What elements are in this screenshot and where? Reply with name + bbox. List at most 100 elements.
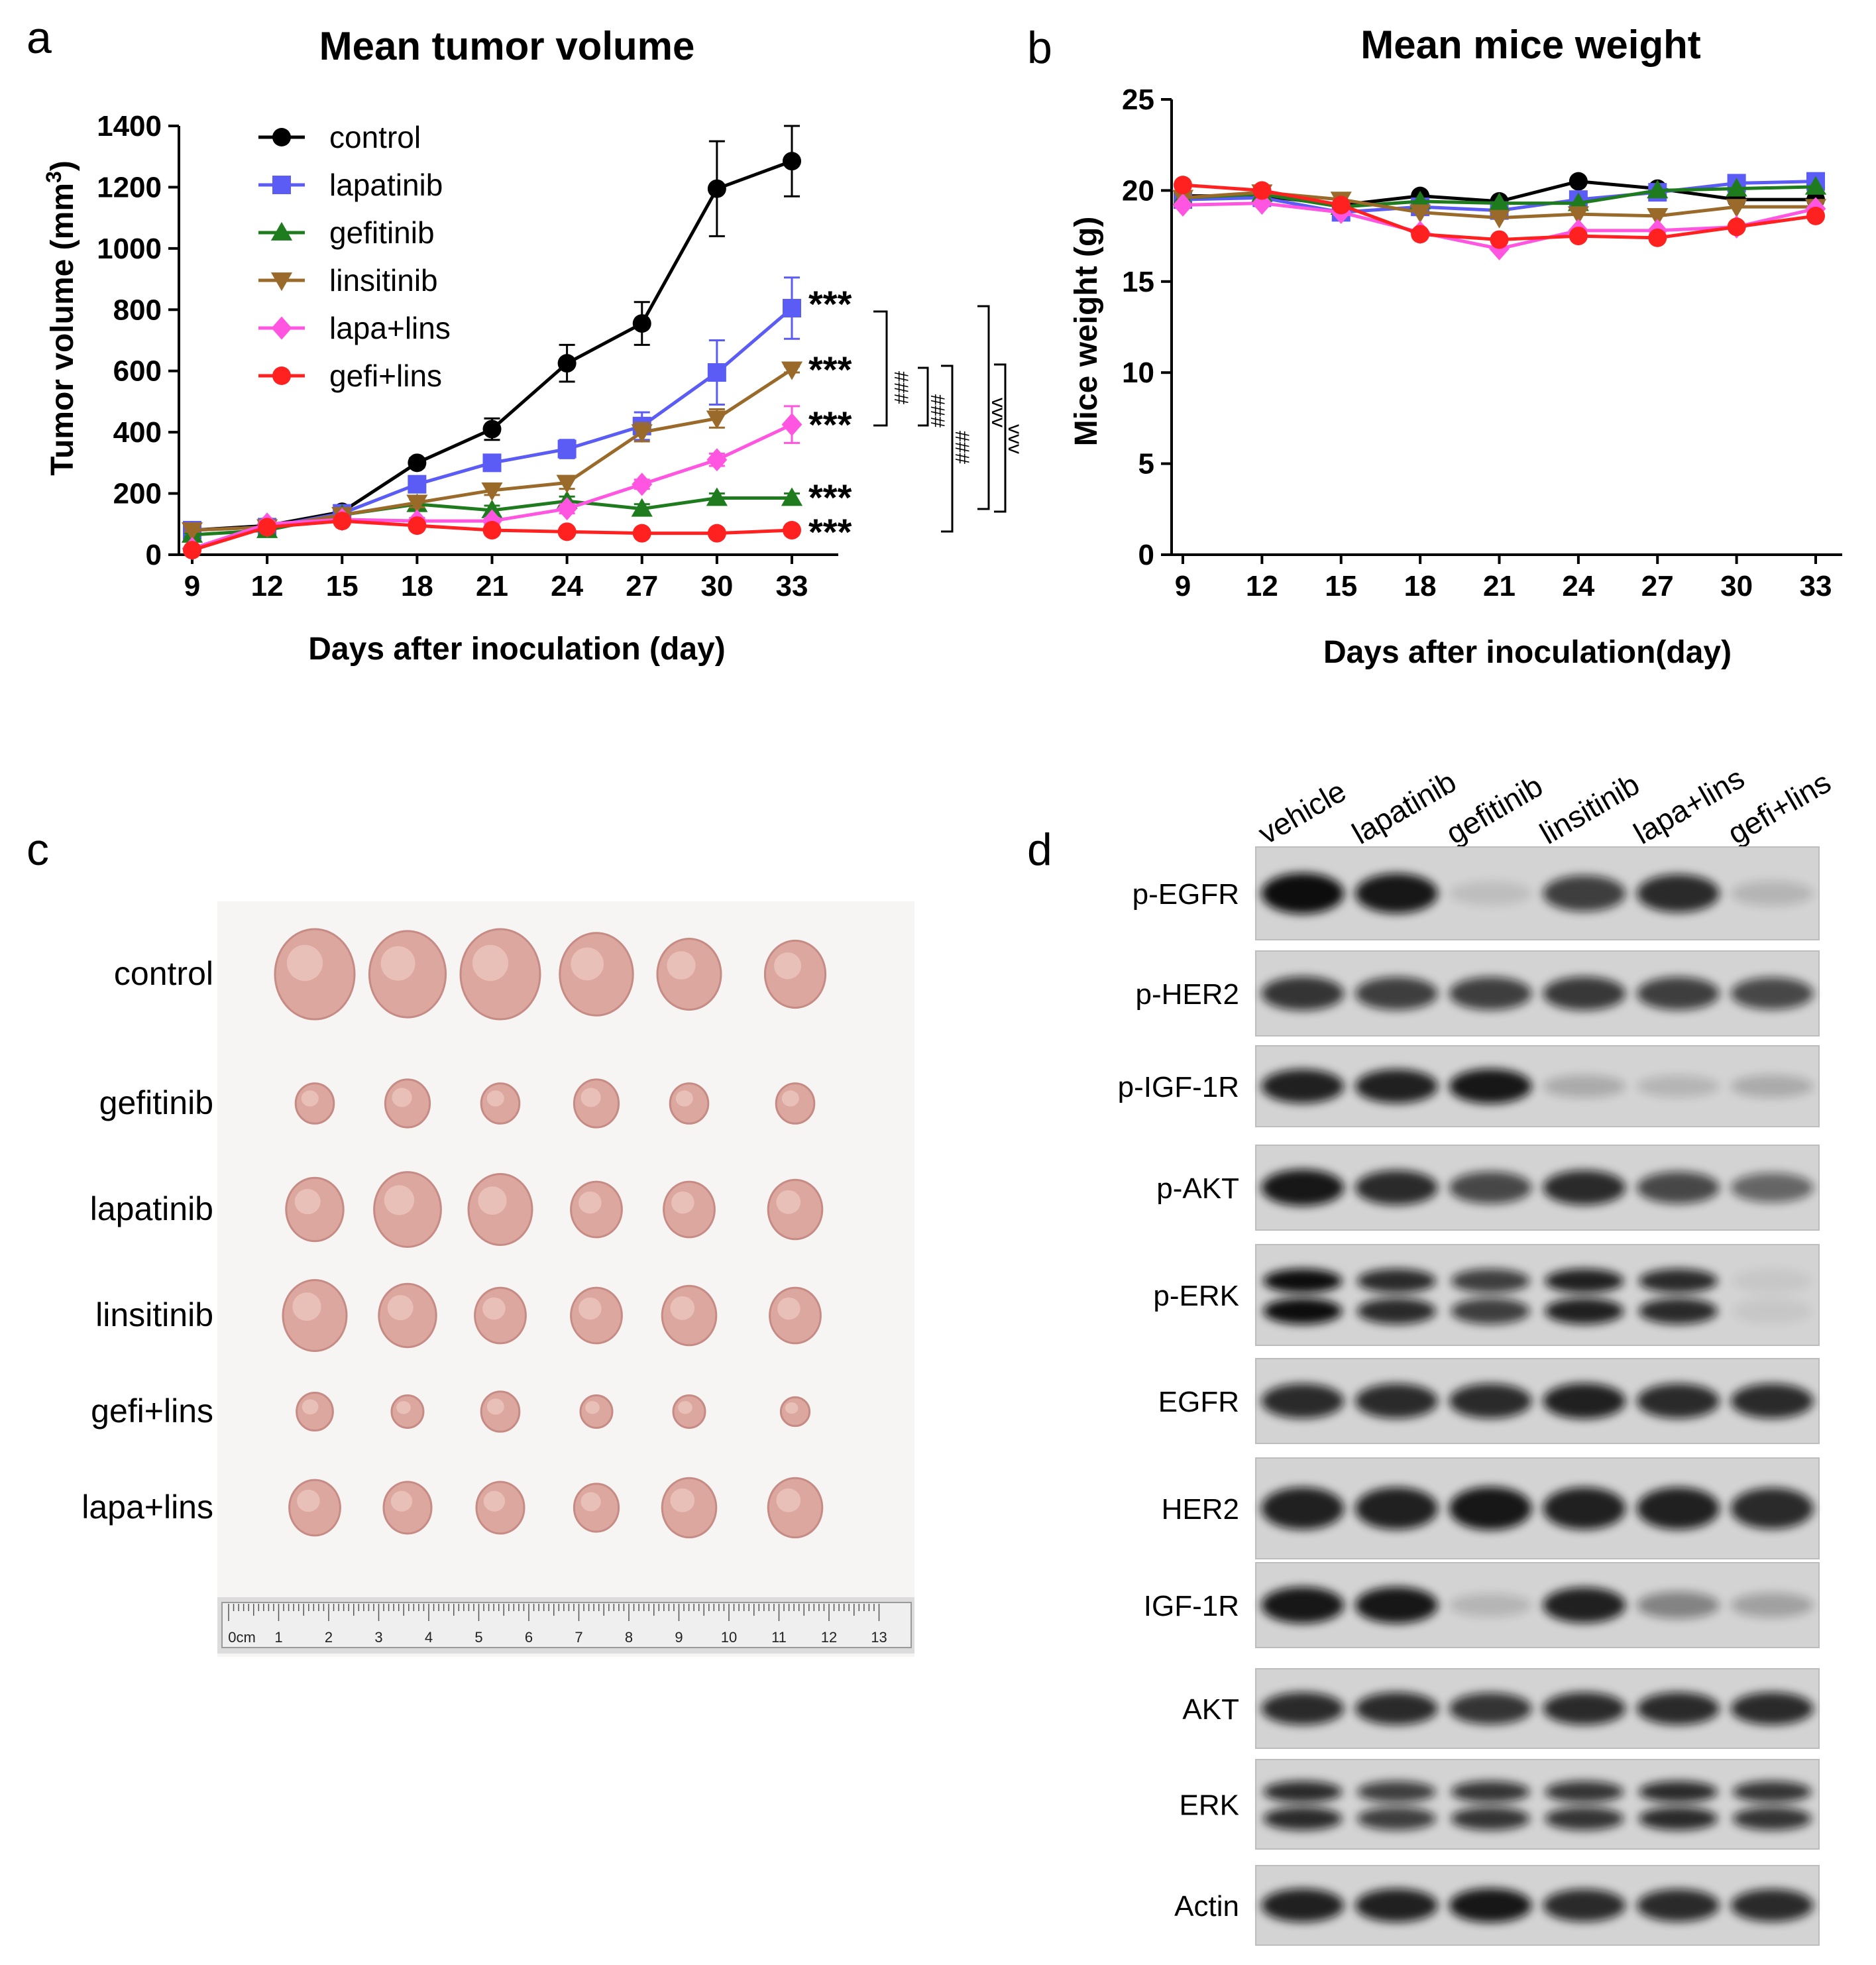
band-egfr <box>1449 1383 1532 1419</box>
b-y-tick-label: 25 <box>1122 84 1154 116</box>
tumor-highlight <box>580 1088 601 1107</box>
band-actin <box>1261 1888 1345 1923</box>
b-y-tick-label: 15 <box>1122 266 1154 298</box>
band-actin <box>1637 1889 1720 1922</box>
band-p-her2 <box>1449 977 1532 1010</box>
blot-label-igf-1r: IGF-1R <box>1144 1590 1239 1622</box>
tumor-highlight <box>380 946 415 981</box>
tumor-highlight <box>774 952 802 980</box>
a-point-gefi-lins <box>783 521 801 540</box>
tumor-highlight <box>579 1297 602 1320</box>
a-x-tick-label: 9 <box>184 570 200 602</box>
blot-strip-p-her2 <box>1255 950 1820 1037</box>
band-p-erk <box>1545 1268 1624 1293</box>
b-point-gefi-lins <box>1252 181 1272 200</box>
band-akt <box>1355 1692 1438 1725</box>
blot-strip-actin <box>1255 1865 1820 1946</box>
tumor-highlight <box>776 1488 801 1512</box>
a-point-lapatinib <box>783 298 801 317</box>
band-actin <box>1449 1888 1532 1923</box>
panel-letter-b: b <box>1027 23 1052 73</box>
band-p-akt <box>1261 1169 1345 1206</box>
a-y-tick-label: 400 <box>113 416 162 449</box>
band-p-igf-1r <box>1637 1075 1720 1097</box>
band-p-erk <box>1732 1298 1812 1325</box>
band-erk <box>1639 1807 1718 1830</box>
photo-row-label-gefi-lins: gefi+lins <box>91 1392 213 1430</box>
sig-stars-lapatinib: *** <box>808 283 852 325</box>
legend-label-lapatinib: lapatinib <box>329 168 443 202</box>
band-igf-1r <box>1637 1591 1720 1619</box>
tumor-rows: control gefitinib lapatinib linsitinib gefi+… <box>82 928 827 1539</box>
tumor-highlight <box>287 944 323 982</box>
band-p-erk <box>1545 1298 1624 1325</box>
band-akt <box>1637 1692 1720 1725</box>
band-igf-1r <box>1543 1587 1626 1623</box>
panel-letter-d: d <box>1027 824 1052 875</box>
a-y-tick-label: 800 <box>113 294 162 326</box>
sig-stars-gefitinib: *** <box>808 477 852 518</box>
band-p-her2 <box>1261 976 1345 1011</box>
b-point-linsitinib <box>1726 199 1747 218</box>
ruler-label: 9 <box>675 1629 683 1646</box>
tumor-highlight <box>580 1492 601 1512</box>
ruler-label: 5 <box>474 1629 482 1646</box>
band-erk <box>1451 1807 1530 1830</box>
chart-a-xlabel: Days after inoculation (day) <box>308 632 725 667</box>
band-her2 <box>1637 1487 1720 1530</box>
a-x-tick-label: 30 <box>700 570 733 602</box>
band-erk <box>1732 1807 1812 1830</box>
band-p-erk <box>1263 1268 1343 1293</box>
band-p-egfr <box>1355 873 1438 914</box>
ruler-label: 0cm <box>228 1629 256 1646</box>
blot-label-her2: HER2 <box>1162 1493 1239 1526</box>
band-p-egfr <box>1449 881 1532 906</box>
band-p-erk <box>1451 1268 1530 1293</box>
band-p-akt <box>1730 1172 1814 1203</box>
tumor-highlight <box>390 1490 413 1512</box>
band-p-erk <box>1732 1268 1812 1293</box>
band-p-erk <box>1357 1298 1436 1325</box>
a-point-gefi-lins <box>557 522 577 541</box>
blot-strip-egfr <box>1255 1358 1820 1444</box>
b-x-tick-label: 12 <box>1246 570 1278 602</box>
a-point-linsitinib <box>181 522 203 541</box>
sig-vvv-2: vvv <box>1004 424 1026 454</box>
tumor-highlight <box>585 1401 600 1414</box>
blot-label-p-akt: p-AKT <box>1156 1172 1239 1205</box>
photo-row-label-control: control <box>114 955 213 992</box>
band-p-erk <box>1357 1268 1436 1293</box>
band-igf-1r <box>1449 1593 1532 1617</box>
ruler-label: 6 <box>525 1629 533 1646</box>
a-point-gefi-lins <box>333 512 352 531</box>
panel-a: a Mean tumor volume Tumor volume (mm3) D… <box>27 13 1026 667</box>
tumor-highlight <box>571 947 604 981</box>
band-p-igf-1r <box>1730 1074 1814 1098</box>
band-p-erk <box>1639 1268 1718 1293</box>
panel-d: d vehiclelapatinibgefitiniblinsitiniblap… <box>1027 760 1836 1946</box>
a-point-linsitinib <box>781 361 803 380</box>
b-x-tick-label: 9 <box>1175 570 1191 602</box>
band-erk <box>1357 1781 1436 1803</box>
tumor-highlight <box>579 1191 602 1214</box>
ruler-label: 7 <box>575 1629 582 1646</box>
b-point-gefi-lins <box>1490 230 1509 249</box>
b-point-linsitinib <box>1488 209 1510 229</box>
legend-marker-gefi-lins <box>272 366 291 385</box>
blot-strip-her2 <box>1255 1457 1820 1559</box>
band-p-igf-1r <box>1355 1069 1438 1103</box>
b-point-gefitinib <box>1726 178 1747 197</box>
blot-label-egfr: EGFR <box>1158 1386 1239 1418</box>
tumor-highlight <box>675 1090 693 1107</box>
b-y-tick-label: 5 <box>1138 448 1154 480</box>
blot-label-p-egfr: p-EGFR <box>1132 878 1239 911</box>
blot-label-p-erk: p-ERK <box>1153 1280 1239 1312</box>
a-point-lapa-lins <box>781 413 802 437</box>
a-point-lapatinib <box>482 453 502 473</box>
ruler-label: 8 <box>625 1629 633 1646</box>
ruler: 0cm 1 2 3 4 5 6 7 8 9 10 11 12 13 <box>217 1597 914 1654</box>
b-point-gefi-lins <box>1569 227 1588 246</box>
chart-b-xlabel: Days after inoculation(day) <box>1323 635 1732 670</box>
band-p-egfr <box>1543 875 1626 912</box>
